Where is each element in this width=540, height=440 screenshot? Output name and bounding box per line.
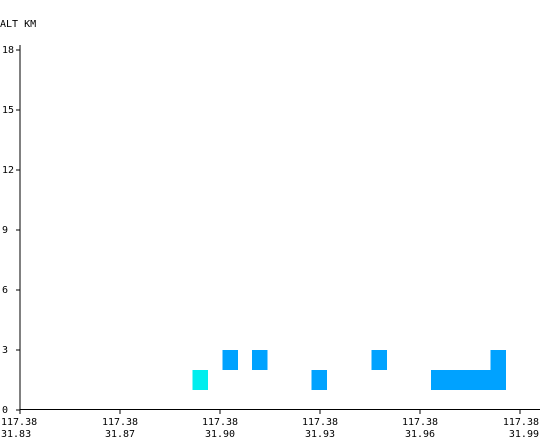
x-tick-lon-label: 117.38 [102, 417, 138, 428]
x-tick-lon-label: 117.38 [302, 417, 338, 428]
y-tick-label: 15 [2, 105, 14, 116]
y-axis-label: ALT KM [0, 19, 36, 30]
y-tick-label: 0 [2, 405, 8, 416]
data-cell-0 [222, 350, 238, 370]
x-tick-lon-label: 117.38 [503, 417, 539, 428]
y-tick-label: 12 [2, 165, 14, 176]
y-tick-label: 6 [2, 285, 8, 296]
data-cell-5 [431, 370, 447, 390]
y-ticks: 0 3 6 9 12 15 18 [2, 45, 20, 416]
y-tick-label: 9 [2, 225, 8, 236]
x-tick-lat-label: 31.96 [405, 429, 435, 440]
data-cell-9 [490, 370, 507, 390]
y-tick-label: 18 [2, 45, 14, 56]
x-tick-lat-label: 31.90 [205, 429, 235, 440]
data-cell-3 [311, 370, 328, 390]
data-cell-8 [475, 370, 492, 390]
x-tick-lat-label: 31.87 [105, 429, 135, 440]
data-cell-1 [192, 370, 208, 390]
data-cell-4 [371, 350, 387, 370]
y-tick-label: 3 [2, 345, 8, 356]
x-tick-lat-label: 31.93 [305, 429, 335, 440]
x-tick-lon-label: 117.38 [202, 417, 238, 428]
data-cell-7 [460, 370, 477, 390]
data-cell-2 [252, 350, 268, 370]
x-tick-lat-label: 31.99 [509, 429, 539, 440]
data-cell-10 [490, 350, 507, 370]
data-cells [192, 350, 507, 390]
x-tick-lon-label: 117.38 [402, 417, 438, 428]
x-ticks: 117.3831.83117.3831.87117.3831.90117.383… [1, 410, 539, 440]
data-cell-6 [445, 370, 462, 390]
x-tick-lon-label: 117.38 [1, 417, 37, 428]
x-tick-lat-label: 31.83 [1, 429, 31, 440]
